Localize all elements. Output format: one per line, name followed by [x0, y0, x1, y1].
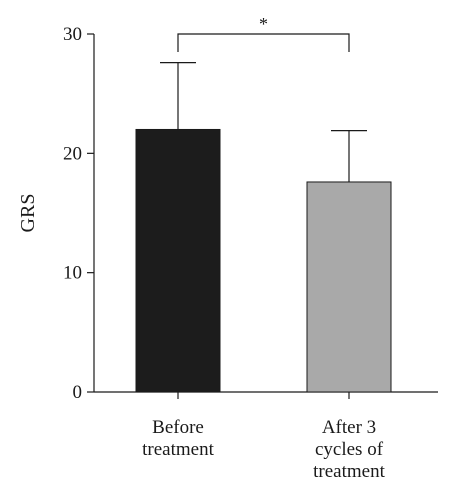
significance-marker: * [259, 14, 268, 34]
y-axis: 0 10 20 30 [63, 24, 95, 403]
error-bars [160, 62, 367, 182]
bar [306, 181, 392, 393]
significance-bracket: * [177, 14, 350, 52]
category-label: Before [152, 417, 204, 438]
y-tick-label: 10 [63, 263, 82, 284]
significance-line [177, 33, 350, 52]
bars [135, 128, 392, 393]
y-tick-label: 20 [63, 143, 82, 164]
category-label: treatment [142, 439, 214, 460]
category-label: cycles of [315, 439, 384, 460]
bar [135, 128, 221, 393]
y-tick-label: 0 [73, 382, 83, 403]
y-tick-label: 30 [63, 24, 82, 45]
y-axis-title: GRS [17, 194, 39, 233]
category-label: After 3 [322, 417, 376, 438]
category-label: treatment [313, 461, 385, 482]
